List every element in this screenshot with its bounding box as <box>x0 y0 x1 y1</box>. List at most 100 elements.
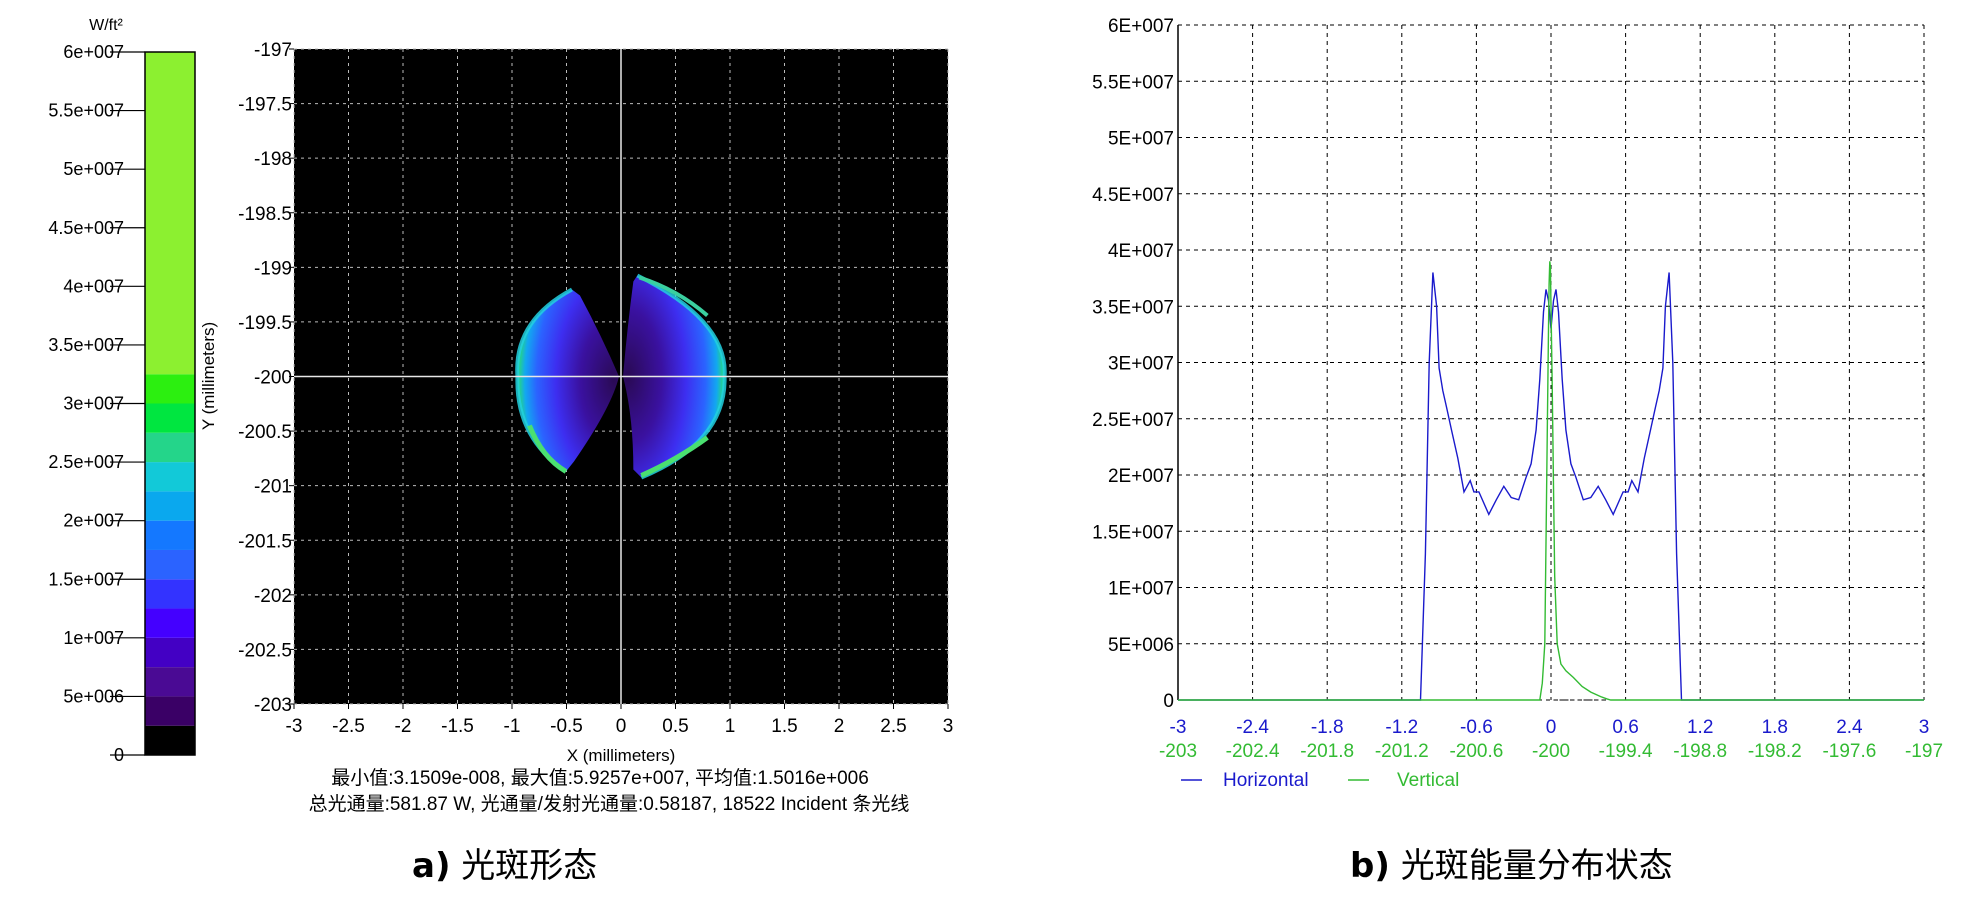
spot-y-tick-label: -199.5 <box>238 313 292 334</box>
caption-b-text: 光斑能量分布状态 <box>1400 846 1673 886</box>
line-x-tick-label-horizontal: -3 <box>1170 717 1187 738</box>
caption-a-prefix: a) <box>412 846 451 886</box>
line-y-ticks: 0 5E+006 1E+007 1.5E+007 2E+007 2.5E+007 3E+00… <box>1092 16 1174 712</box>
spot-x-tick-label: 0 <box>616 716 627 737</box>
colorbar-band-0 <box>145 725 195 755</box>
line-x-tick-label-horizontal: -2.4 <box>1236 717 1269 738</box>
spot-y-tick-label: -201.5 <box>238 531 292 552</box>
line-series <box>1178 261 1924 701</box>
spot-y-tick-label: -203 <box>254 695 292 716</box>
line-y-tick-label: 5E+006 <box>1108 635 1174 656</box>
spot-y-axis-label: Y (millimeters) <box>199 322 218 430</box>
spot-y-tick-label: -202 <box>254 586 292 607</box>
colorbar-tick-label: 1.5e+007 <box>48 569 124 589</box>
series-line-vertical <box>1178 261 1924 701</box>
line-x-tick-label-horizontal: 1.2 <box>1687 717 1713 738</box>
colorbar-tick-label: 6e+007 <box>63 42 124 62</box>
spot-x-axis-label: X (millimeters) <box>567 746 676 765</box>
spot-x-tick-label: -3 <box>286 716 303 737</box>
spot-y-tick-label: -199 <box>254 258 292 279</box>
line-y-tick-label: 1E+007 <box>1108 579 1174 600</box>
line-y-tick-label: 2E+007 <box>1108 466 1174 487</box>
spot-x-tick-label: -2 <box>395 716 412 737</box>
colorbar-tick-label: 0 <box>114 745 124 765</box>
colorbar-band-12 <box>145 374 195 404</box>
line-x-tick-label-horizontal: -1.2 <box>1385 717 1418 738</box>
spot-x-tick-label: -2.5 <box>332 716 365 737</box>
legend-vertical-label: Vertical <box>1397 770 1459 791</box>
line-x-tick-label-horizontal: -1.8 <box>1311 717 1344 738</box>
line-x-tick-label-horizontal: 0.6 <box>1612 717 1638 738</box>
spot-x-tick-label: 3 <box>943 716 954 737</box>
spot-x-tick-label: 2.5 <box>880 716 906 737</box>
spot-x-tick-label: 0.5 <box>662 716 688 737</box>
colorbar-band-1 <box>145 696 195 726</box>
line-y-tick-label: 4.5E+007 <box>1092 185 1174 206</box>
spot-y-tick-label: -198.5 <box>238 204 292 225</box>
spot-y-tick-label: -200.5 <box>238 422 292 443</box>
colorbar-tick-label: 5e+006 <box>63 686 124 706</box>
line-x-tick-label-vertical: -203 <box>1159 741 1197 762</box>
line-y-tick-label: 1.5E+007 <box>1092 522 1174 543</box>
spot-x-tick-label: -0.5 <box>550 716 583 737</box>
line-y-tick-label: 0 <box>1163 691 1174 712</box>
line-x-tick-label-vertical: -201.8 <box>1300 741 1354 762</box>
line-legend: Horizontal Vertical <box>1181 770 1459 791</box>
colorbar-band-10 <box>145 432 195 463</box>
colorbar-tick-label: 5.5e+007 <box>48 101 124 121</box>
caption-a: a) 光斑形态 <box>412 838 597 887</box>
spot-x-tick-label: 2 <box>834 716 845 737</box>
line-x-tick-label-vertical: -198.2 <box>1748 741 1802 762</box>
spot-right-top-hotspot <box>638 275 709 318</box>
spot-crosshair <box>294 49 948 704</box>
line-y-tick-label: 5E+007 <box>1108 129 1174 150</box>
colorbar-band-7 <box>145 520 195 550</box>
line-x-tick-label-vertical: -198.8 <box>1673 741 1727 762</box>
line-x-tick-label-vertical: -197 <box>1905 741 1943 762</box>
spot-x-tick-label: 1 <box>725 716 736 737</box>
line-x-tick-label-vertical: -197.6 <box>1822 741 1876 762</box>
colorbar: W/ft² 0 5e+006 1e+007 1.5e+007 2e+007 2.5e+00… <box>48 17 196 765</box>
spot-stats-line-2: 总光通量:581.87 W, 光通量/发射光通量:0.58187, 18522 … <box>309 793 910 815</box>
spot-map-chart: W/ft² 0 5e+006 1e+007 1.5e+007 2e+007 2.5e+00… <box>48 17 953 815</box>
line-x-tick-label-horizontal: 1.8 <box>1762 717 1788 738</box>
line-x-tick-label-vertical: -202.4 <box>1226 741 1280 762</box>
spot-x-ticks: -3 -2.5 -2 -1.5 -1 -0.5 0 0.5 1 1.5 2 2.5 3 <box>286 704 954 737</box>
line-y-tick-label: 3E+007 <box>1108 354 1174 375</box>
line-y-tick-label: 6E+007 <box>1108 16 1174 37</box>
line-x-tick-label-horizontal: 3 <box>1919 717 1930 738</box>
line-y-tick-label: 4E+007 <box>1108 241 1174 262</box>
colorbar-band-3 <box>145 637 195 668</box>
spot-y-tick-label: -197 <box>254 40 292 61</box>
spot-y-tick-label: -197.5 <box>238 95 292 116</box>
colorbar-tick-label: 5e+007 <box>63 159 124 179</box>
line-x-ticks: -3 -203 -2.4 -202.4 -1.8 -201.8 -1.2 -201.2 -0.6… <box>1159 717 1943 762</box>
caption-b-prefix: b) <box>1350 846 1390 886</box>
line-y-tick-label: 3.5E+007 <box>1092 297 1174 318</box>
colorbar-band-8 <box>145 491 195 521</box>
line-x-tick-label-vertical: -199.4 <box>1599 741 1653 762</box>
colorbar-tick-label: 4e+007 <box>63 276 124 296</box>
spot-x-tick-label: -1.5 <box>441 716 474 737</box>
colorbar-tick-label: 4.5e+007 <box>48 218 124 238</box>
light-spot <box>515 273 727 480</box>
colorbar-band-9 <box>145 462 195 492</box>
colorbar-band-11 <box>145 403 195 433</box>
spot-plot-area: -3 -2.5 -2 -1.5 -1 -0.5 0 0.5 1 1.5 2 2.5 3 -197-197… <box>238 40 953 737</box>
line-x-tick-label-horizontal: 0 <box>1546 717 1557 738</box>
colorbar-bands <box>145 52 195 755</box>
line-x-tick-label-horizontal: -0.6 <box>1460 717 1493 738</box>
line-x-tick-label-vertical: -200.6 <box>1449 741 1503 762</box>
colorbar-band-6 <box>145 549 195 580</box>
spot-left-bottom-hotspot <box>527 424 568 474</box>
spot-y-tick-label: -202.5 <box>238 640 292 661</box>
caption-a-text: 光斑形态 <box>461 846 598 886</box>
spot-y-tick-label: -198 <box>254 149 292 170</box>
line-y-tick-label: 2.5E+007 <box>1092 410 1174 431</box>
spot-y-tick-label: -200 <box>254 368 292 389</box>
line-x-tick-label-vertical: -200 <box>1532 741 1570 762</box>
colorbar-tick-label: 3e+007 <box>63 394 124 414</box>
colorbar-band-2 <box>145 667 195 697</box>
spot-stats-line-1: 最小值:3.1509e-008, 最大值:5.9257e+007, 平均值:1.… <box>331 767 869 789</box>
legend-horizontal-label: Horizontal <box>1223 770 1309 791</box>
